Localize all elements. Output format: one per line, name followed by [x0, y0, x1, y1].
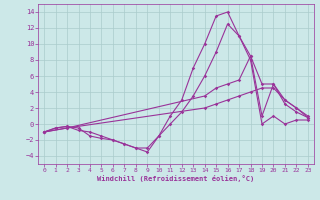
X-axis label: Windchill (Refroidissement éolien,°C): Windchill (Refroidissement éolien,°C)	[97, 175, 255, 182]
